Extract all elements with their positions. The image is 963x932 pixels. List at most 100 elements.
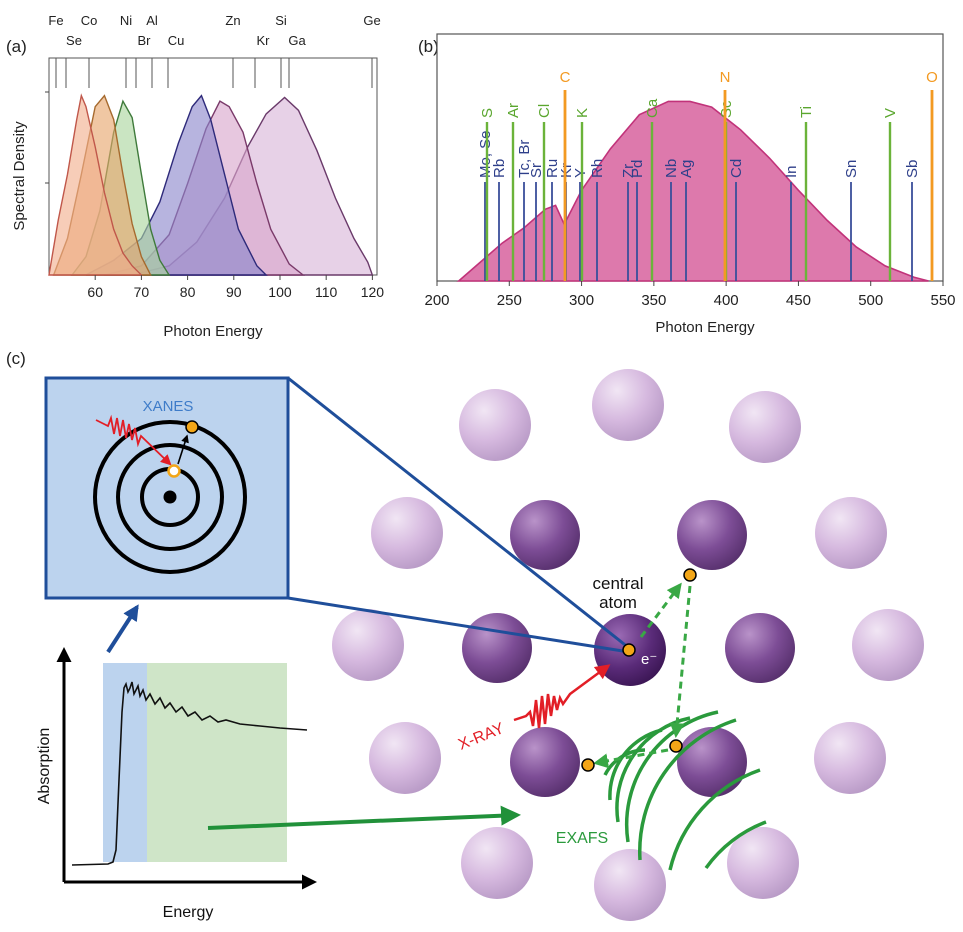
dark-atom <box>510 500 580 570</box>
light-atom <box>594 849 666 921</box>
element-label-blue: Zr <box>620 164 637 178</box>
scattered-wave-arc <box>624 710 719 843</box>
element-label-blue: Sn <box>843 160 860 178</box>
electron-label: e⁻ <box>641 651 657 668</box>
central-atom-label: central <box>592 574 643 593</box>
element-label-blue: Ru <box>544 159 561 178</box>
panel-a-label: (a) <box>6 37 27 56</box>
xanes-inset <box>44 376 290 600</box>
element-label-orange: O <box>926 69 938 86</box>
element-label: Ge <box>363 13 380 28</box>
xanes-region <box>103 663 147 862</box>
element-label-blue: Nb <box>663 159 680 178</box>
orbit-ring <box>93 420 247 574</box>
exafs-region <box>147 663 287 862</box>
x-tick-label: 250 <box>497 292 522 309</box>
element-label-green: Sc <box>718 100 735 118</box>
x-tick-label: 300 <box>569 292 594 309</box>
zoom-line <box>287 596 630 654</box>
element-label-blue: Ag <box>678 160 695 178</box>
element-label-green: V <box>882 108 899 118</box>
element-label-blue: Mo, Se <box>477 130 494 178</box>
element-label: Kr <box>257 33 271 48</box>
x-tick-label: 350 <box>641 292 666 309</box>
panel-b-label: (b) <box>418 37 439 56</box>
light-atom <box>369 722 441 794</box>
element-label: Al <box>146 13 158 28</box>
element-label: Se <box>66 33 82 48</box>
scattered-wave-arc <box>668 768 761 871</box>
element-label-blue: In <box>783 165 800 178</box>
element-label: Cu <box>168 33 185 48</box>
element-label-blue: Rh <box>589 159 606 178</box>
zoom-line <box>287 376 630 650</box>
panel-b-xlabel: Photon Energy <box>655 319 755 336</box>
scattering-path-segment <box>593 748 669 769</box>
source-spectrum <box>456 100 929 282</box>
x-tick-label: 80 <box>180 284 196 300</box>
central-atom-label: atom <box>599 593 637 612</box>
element-label-green: Ca <box>644 98 661 118</box>
xray-label: X-RAY <box>456 720 507 754</box>
x-tick-label: 110 <box>315 284 338 300</box>
element-label-green: Ti <box>798 106 815 118</box>
panel-a-ylabel: Spectral Density <box>11 121 28 231</box>
scatter-electron <box>581 758 595 772</box>
exafs-label: EXAFS <box>556 830 608 847</box>
x-tick-label: 400 <box>714 292 739 309</box>
scattering-path-segment <box>669 585 692 738</box>
light-atom <box>727 827 799 899</box>
element-label-green: Cl <box>536 104 553 118</box>
scattered-wave-arc <box>704 820 767 870</box>
scattered-wave-arc <box>637 718 737 861</box>
element-label: Zn <box>225 13 240 28</box>
xray-wave <box>513 664 611 729</box>
absorption-label: Absorption <box>36 728 53 805</box>
element-label: Fe <box>48 13 63 28</box>
x-tick-label: 450 <box>786 292 811 309</box>
scatter-electron <box>669 739 683 753</box>
dark-atom <box>677 500 747 570</box>
excited-electron <box>185 420 199 434</box>
element-label-orange: C <box>560 69 571 86</box>
element-label-green: Ar <box>505 103 522 118</box>
element-label: Br <box>138 33 152 48</box>
scattering-path <box>593 582 692 769</box>
orbital-diagram <box>93 414 247 574</box>
element-label-blue: Rb <box>491 159 508 178</box>
panel-a-xlabel: Photon Energy <box>163 323 263 340</box>
scattering-path-segment <box>639 582 682 638</box>
light-atom <box>332 609 404 681</box>
element-label-blue: Pd <box>629 160 646 178</box>
element-label: Co <box>81 13 98 28</box>
absorption-spectrum <box>56 604 521 890</box>
element-label-blue: Kr <box>558 163 575 178</box>
dark-atom <box>725 613 795 683</box>
x-tick-label: 500 <box>858 292 883 309</box>
exafs-pointer-arrow <box>207 805 521 830</box>
panel-c-label: (c) <box>6 349 26 368</box>
element-label-blue: Sr <box>528 163 545 178</box>
x-tick-label: 550 <box>930 292 955 309</box>
spectrum-series-1 <box>48 93 144 276</box>
light-atom <box>459 389 531 461</box>
light-atom <box>815 497 887 569</box>
energy-label: Energy <box>163 904 214 921</box>
light-atom <box>852 609 924 681</box>
dark-atom <box>510 727 580 797</box>
scattered-wave-arc <box>608 728 663 801</box>
xanes-pointer-arrow <box>106 604 139 654</box>
light-atom <box>461 827 533 899</box>
excitation-arrow <box>177 434 189 465</box>
dark-atom <box>677 727 747 797</box>
nucleus <box>163 490 177 504</box>
element-label-blue: Cd <box>728 159 745 178</box>
element-label-orange: N <box>720 69 731 86</box>
absorption-curve <box>71 681 308 866</box>
scatter-electron <box>683 568 697 582</box>
light-atom <box>371 497 443 569</box>
electron-hole <box>167 464 181 478</box>
light-atom <box>592 369 664 441</box>
